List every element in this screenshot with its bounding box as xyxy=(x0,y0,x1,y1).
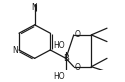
Text: B: B xyxy=(63,54,69,63)
Text: HO: HO xyxy=(53,72,65,81)
Text: O: O xyxy=(75,30,81,39)
Text: N: N xyxy=(31,3,36,12)
Text: HO: HO xyxy=(53,41,65,50)
Text: N: N xyxy=(12,46,18,55)
Text: O: O xyxy=(75,63,81,72)
